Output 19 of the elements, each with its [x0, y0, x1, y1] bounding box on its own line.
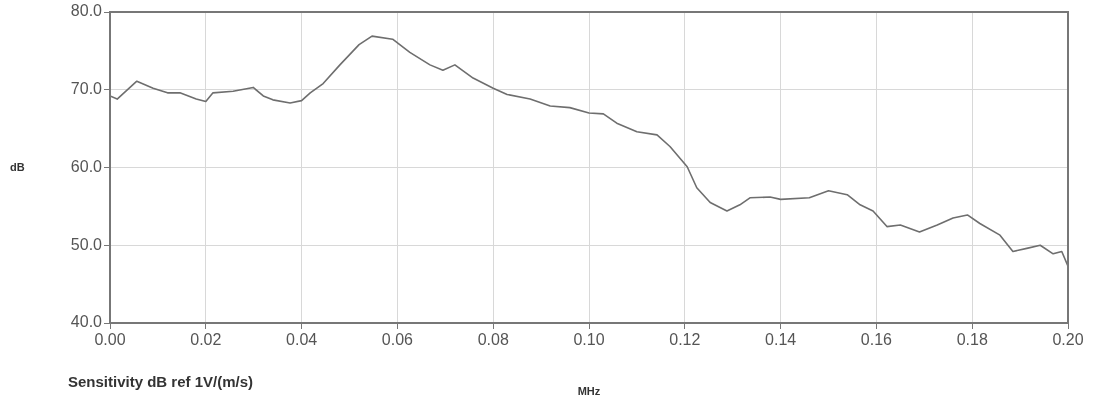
- x-tick-label: 0.00: [94, 331, 126, 349]
- text: Sensitivity dB ref 1V/(m/s): [68, 373, 254, 391]
- x-tick-label: 0.18: [956, 331, 988, 349]
- y-tick-label: 60.0: [70, 157, 103, 175]
- x-axis-title: MHz: [577, 385, 601, 398]
- y-tick-label: 80.0: [70, 2, 103, 20]
- x-tick-label: 0.02: [190, 331, 222, 349]
- x-tick-label: 0.06: [381, 331, 414, 349]
- y-tick-label: 50.0: [70, 235, 103, 253]
- y-axis-title: dB: [10, 160, 25, 173]
- x-tick-label: 0.04: [286, 331, 318, 349]
- x-tick-label: 0.08: [477, 331, 509, 349]
- x-tick-label: 0.20: [1052, 331, 1084, 349]
- x-tick-label: 0.10: [573, 331, 605, 349]
- y-tick-label: 70.0: [70, 80, 103, 98]
- x-tick-label: 0.14: [765, 331, 797, 349]
- y-tick-label: 40.0: [70, 313, 103, 331]
- x-tick-label: 0.12: [669, 331, 701, 349]
- x-tick-label: 0.16: [860, 331, 893, 349]
